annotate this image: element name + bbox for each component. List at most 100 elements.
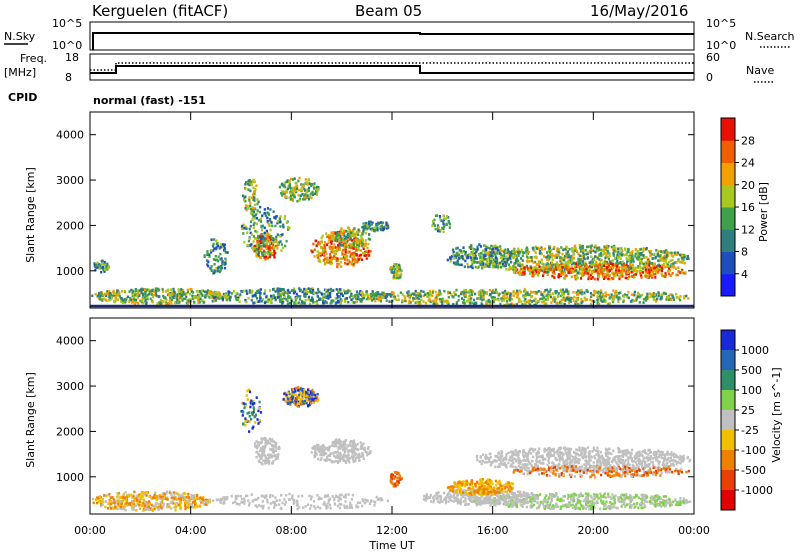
power-echo-cell (675, 292, 678, 296)
power-echo-cell (450, 293, 453, 296)
power-echo-cell (429, 300, 432, 304)
velocity-echo-cell (108, 492, 111, 496)
velocity-echo-cell (359, 501, 362, 504)
power-echo-cell (219, 293, 222, 297)
power-echo-cell (571, 257, 574, 261)
power-echo-cell (361, 293, 364, 297)
power-echo-cell (549, 255, 552, 259)
power-echo-cell (247, 207, 250, 210)
power-echo-cell (280, 192, 283, 195)
power-echo-cell (525, 250, 528, 253)
power-echo-cell (473, 302, 476, 305)
power-echo-cell (109, 298, 112, 301)
power-echo-cell (684, 271, 687, 274)
power-echo-cell (141, 299, 144, 302)
power-echo-cell (467, 265, 470, 269)
power-echo-cell (491, 265, 494, 269)
velocity-echo-cell (238, 503, 241, 506)
power-echo-cell (507, 263, 510, 266)
power-echo-cell (107, 266, 110, 269)
power-echo-cell (564, 274, 567, 277)
power-echo-cell (279, 240, 282, 243)
power-echo-cell (485, 302, 489, 305)
power-echo-cell (304, 295, 307, 298)
power-echo-cell (380, 224, 383, 228)
power-echo-cell (575, 274, 578, 277)
power-echo-cell (277, 287, 280, 291)
power-echo-cell (575, 269, 578, 272)
power-echo-cell (408, 292, 411, 296)
velocity-echo-cell (562, 499, 565, 503)
power-echo-cell (565, 256, 569, 259)
power-y-tick-label: 3000 (56, 174, 84, 187)
power-echo-cell (268, 255, 271, 259)
power-echo-cell (486, 262, 489, 266)
power-echo-cell (347, 289, 350, 293)
power-echo-cell (167, 289, 170, 292)
power-echo-cell (627, 248, 630, 251)
power-echo-cell (393, 297, 397, 301)
power-echo-cell (540, 266, 543, 270)
power-echo-cell (533, 272, 536, 275)
power-echo-cell (181, 299, 184, 302)
power-echo-cell (238, 294, 241, 298)
power-echo-cell (647, 249, 650, 253)
power-echo-cell (433, 218, 436, 222)
power-echo-cell (528, 269, 531, 272)
power-echo-cell (665, 298, 668, 301)
power-echo-cell (465, 299, 469, 303)
power-echo-cell (260, 256, 263, 259)
power-echo-cell (287, 225, 290, 229)
power-echo-cell (280, 292, 283, 295)
power-echo-cell (615, 268, 618, 271)
velocity-echo-cell (141, 495, 144, 499)
power-echo-cell (507, 252, 510, 256)
power-echo-cell (339, 260, 343, 264)
power-echo-cell (611, 298, 614, 302)
power-echo-cell (605, 267, 609, 270)
power-echo-cell (337, 259, 340, 263)
power-echo-cell (628, 264, 632, 268)
power-echo-cell (296, 199, 299, 203)
power-echo-cell (535, 291, 538, 294)
power-echo-cell (333, 255, 336, 258)
power-echo-cell (432, 222, 435, 225)
velocity-echo-cell (165, 490, 169, 494)
power-echo-cell (271, 240, 274, 243)
velocity-echo-cell (181, 495, 184, 498)
power-echo-cell (578, 254, 581, 258)
power-echo-cell (671, 272, 674, 275)
power-echo-cell (590, 247, 593, 251)
power-echo-cell (507, 291, 510, 295)
velocity-echo-cell (123, 503, 126, 506)
power-echo-cell (178, 300, 181, 304)
power-x-ticks (89, 112, 695, 308)
velocity-echo-cell (144, 507, 147, 510)
power-echo-cell (651, 274, 654, 278)
power-echo-cell (527, 299, 530, 303)
power-echo-cell (612, 297, 616, 300)
power-echo-cell (381, 221, 384, 224)
power-echo-cell (351, 261, 354, 264)
power-echo-cell (309, 302, 312, 306)
power-echo-cell (548, 250, 551, 254)
power-echo-cell (364, 254, 367, 257)
power-echo-cell (582, 273, 585, 276)
power-echo-cell (530, 257, 533, 261)
power-echo-cell (114, 299, 117, 303)
power-echo-cell (594, 264, 597, 267)
velocity-echo-cell (317, 497, 320, 501)
velocity-echo-cell (101, 497, 104, 501)
nsearch-label: N.Search (745, 30, 795, 43)
power-echo-cell (267, 253, 270, 256)
power-echo-cell (344, 248, 347, 251)
power-echo-cell (591, 261, 595, 264)
velocity-echo-cell (174, 502, 177, 506)
power-echo-cell (500, 266, 503, 269)
power-echo-cell (244, 204, 247, 207)
power-echo-cell (281, 194, 284, 197)
velocity-echo-cell (96, 497, 99, 500)
velocity-echo-cell (170, 496, 173, 500)
power-echo-cell (130, 288, 133, 292)
power-echo-cell (558, 273, 561, 276)
